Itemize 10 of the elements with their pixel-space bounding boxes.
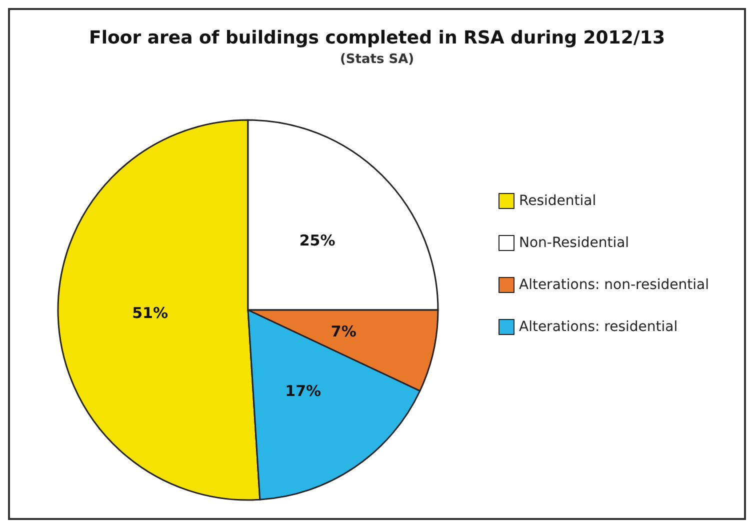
legend-label: Alterations: residential (518, 319, 678, 335)
data-label: 51% (132, 304, 168, 322)
data-label: 25% (299, 232, 336, 250)
chart-title: Floor area of buildings completed in RSA during 2012/13 (89, 28, 665, 48)
legend-label: Non-Residential (518, 235, 630, 251)
data-label: 7% (330, 322, 356, 340)
chart-subtitle: (Stats SA) (340, 52, 414, 67)
legend-label: Alterations: non-residential (518, 277, 710, 293)
legend-label: Residential (518, 193, 596, 209)
data-label: 17% (285, 382, 322, 400)
